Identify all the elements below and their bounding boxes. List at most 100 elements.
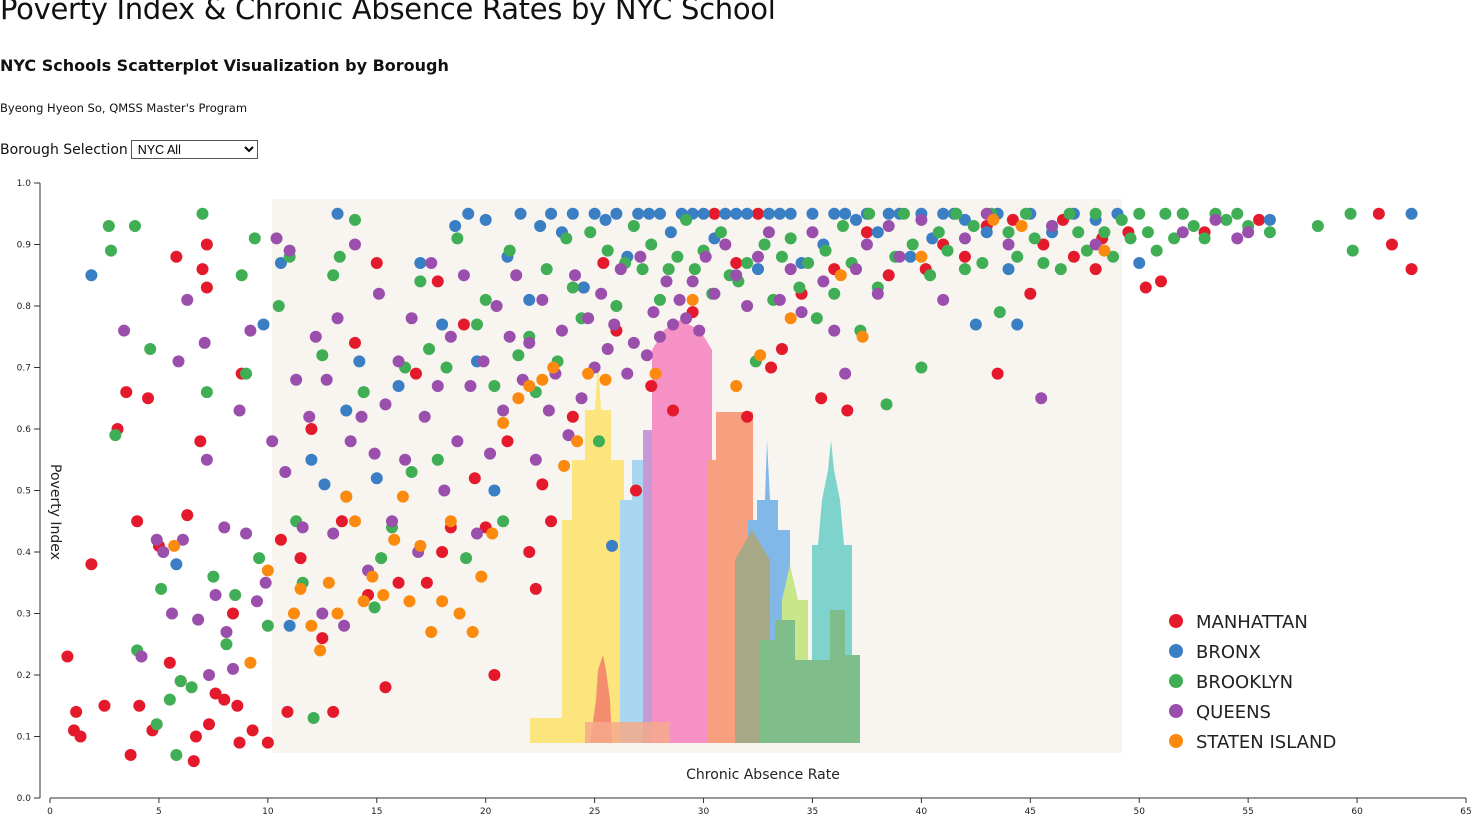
point-queens[interactable] <box>399 453 412 466</box>
point-staten-island[interactable] <box>523 379 536 392</box>
point-queens[interactable] <box>795 306 808 319</box>
point-bronx[interactable] <box>305 453 318 466</box>
point-brooklyn[interactable] <box>671 250 684 263</box>
point-brooklyn[interactable] <box>253 552 266 565</box>
point-bronx[interactable] <box>828 207 841 220</box>
point-brooklyn[interactable] <box>1124 232 1137 245</box>
point-brooklyn[interactable] <box>1098 226 1111 239</box>
point-manhattan[interactable] <box>1372 207 1385 220</box>
point-staten-island[interactable] <box>403 595 416 608</box>
point-queens[interactable] <box>693 324 706 337</box>
point-manhattan[interactable] <box>189 730 202 743</box>
point-staten-island[interactable] <box>396 490 409 503</box>
point-manhattan[interactable] <box>281 705 294 718</box>
point-queens[interactable] <box>279 466 292 479</box>
point-manhattan[interactable] <box>1139 281 1152 294</box>
point-queens[interactable] <box>379 398 392 411</box>
point-queens[interactable] <box>135 650 148 663</box>
point-staten-island[interactable] <box>453 607 466 620</box>
point-brooklyn[interactable] <box>636 263 649 276</box>
point-queens[interactable] <box>320 373 333 386</box>
point-queens[interactable] <box>484 447 497 460</box>
point-brooklyn[interactable] <box>423 343 436 356</box>
point-brooklyn[interactable] <box>932 226 945 239</box>
point-queens[interactable] <box>871 287 884 300</box>
point-manhattan[interactable] <box>348 336 361 349</box>
point-staten-island[interactable] <box>425 625 438 638</box>
point-queens[interactable] <box>839 367 852 380</box>
point-queens[interactable] <box>316 607 329 620</box>
point-queens[interactable] <box>368 447 381 460</box>
point-queens[interactable] <box>355 410 368 423</box>
point-bronx[interactable] <box>806 207 819 220</box>
point-bronx[interactable] <box>392 379 405 392</box>
point-manhattan[interactable] <box>163 656 176 669</box>
borough-select[interactable]: NYC All <box>130 140 258 159</box>
point-queens[interactable] <box>296 521 309 534</box>
point-staten-island[interactable] <box>599 373 612 386</box>
point-manhattan[interactable] <box>200 281 213 294</box>
point-brooklyn[interactable] <box>440 361 453 374</box>
point-staten-island[interactable] <box>388 533 401 546</box>
point-queens[interactable] <box>806 226 819 239</box>
point-bronx[interactable] <box>871 226 884 239</box>
point-brooklyn[interactable] <box>1346 244 1359 257</box>
point-manhattan[interactable] <box>431 275 444 288</box>
point-brooklyn[interactable] <box>196 207 209 220</box>
point-manhattan[interactable] <box>752 207 764 220</box>
point-queens[interactable] <box>218 521 231 534</box>
point-brooklyn[interactable] <box>1141 226 1154 239</box>
point-bronx[interactable] <box>436 318 449 331</box>
point-queens[interactable] <box>1242 226 1255 239</box>
point-manhattan[interactable] <box>85 558 98 571</box>
point-bronx[interactable] <box>773 207 786 220</box>
point-queens[interactable] <box>444 330 457 343</box>
point-bronx[interactable] <box>599 213 612 226</box>
point-brooklyn[interactable] <box>1263 226 1276 239</box>
point-bronx[interactable] <box>257 318 270 331</box>
point-queens[interactable] <box>165 607 178 620</box>
point-manhattan[interactable] <box>991 367 1004 380</box>
point-bronx[interactable] <box>606 539 619 552</box>
point-brooklyn[interactable] <box>924 269 937 282</box>
point-bronx[interactable] <box>566 207 579 220</box>
point-staten-island[interactable] <box>331 607 344 620</box>
point-staten-island[interactable] <box>436 595 449 608</box>
point-brooklyn[interactable] <box>1080 244 1093 257</box>
point-manhattan[interactable] <box>958 250 971 263</box>
point-manhattan[interactable] <box>420 576 433 589</box>
point-brooklyn[interactable] <box>993 306 1006 319</box>
point-brooklyn[interactable] <box>150 718 163 731</box>
point-queens[interactable] <box>405 312 418 325</box>
point-brooklyn[interactable] <box>261 619 274 632</box>
point-manhattan[interactable] <box>61 650 74 663</box>
point-queens[interactable] <box>569 269 582 282</box>
point-staten-island[interactable] <box>348 515 361 528</box>
point-staten-island[interactable] <box>377 589 390 602</box>
point-manhattan[interactable] <box>815 392 828 405</box>
point-staten-island[interactable] <box>558 459 571 472</box>
point-queens[interactable] <box>741 300 754 312</box>
point-brooklyn[interactable] <box>1028 232 1041 245</box>
point-brooklyn[interactable] <box>610 300 623 312</box>
point-staten-island[interactable] <box>686 293 699 306</box>
point-brooklyn[interactable] <box>941 244 954 257</box>
point-queens[interactable] <box>1035 392 1048 405</box>
point-brooklyn[interactable] <box>207 570 220 583</box>
point-manhattan[interactable] <box>708 207 721 220</box>
point-bronx[interactable] <box>318 478 331 491</box>
point-brooklyn[interactable] <box>368 601 381 614</box>
point-brooklyn[interactable] <box>155 582 168 595</box>
point-brooklyn[interactable] <box>662 263 675 276</box>
point-brooklyn[interactable] <box>431 453 444 466</box>
point-queens[interactable] <box>451 435 464 448</box>
point-queens[interactable] <box>490 300 503 312</box>
point-brooklyn[interactable] <box>512 349 525 362</box>
point-brooklyn[interactable] <box>976 256 989 269</box>
point-queens[interactable] <box>118 324 131 337</box>
point-brooklyn[interactable] <box>1011 250 1024 263</box>
point-manhattan[interactable] <box>1253 213 1266 226</box>
point-manhattan[interactable] <box>98 699 111 712</box>
point-manhattan[interactable] <box>765 361 778 374</box>
point-brooklyn[interactable] <box>229 589 242 602</box>
